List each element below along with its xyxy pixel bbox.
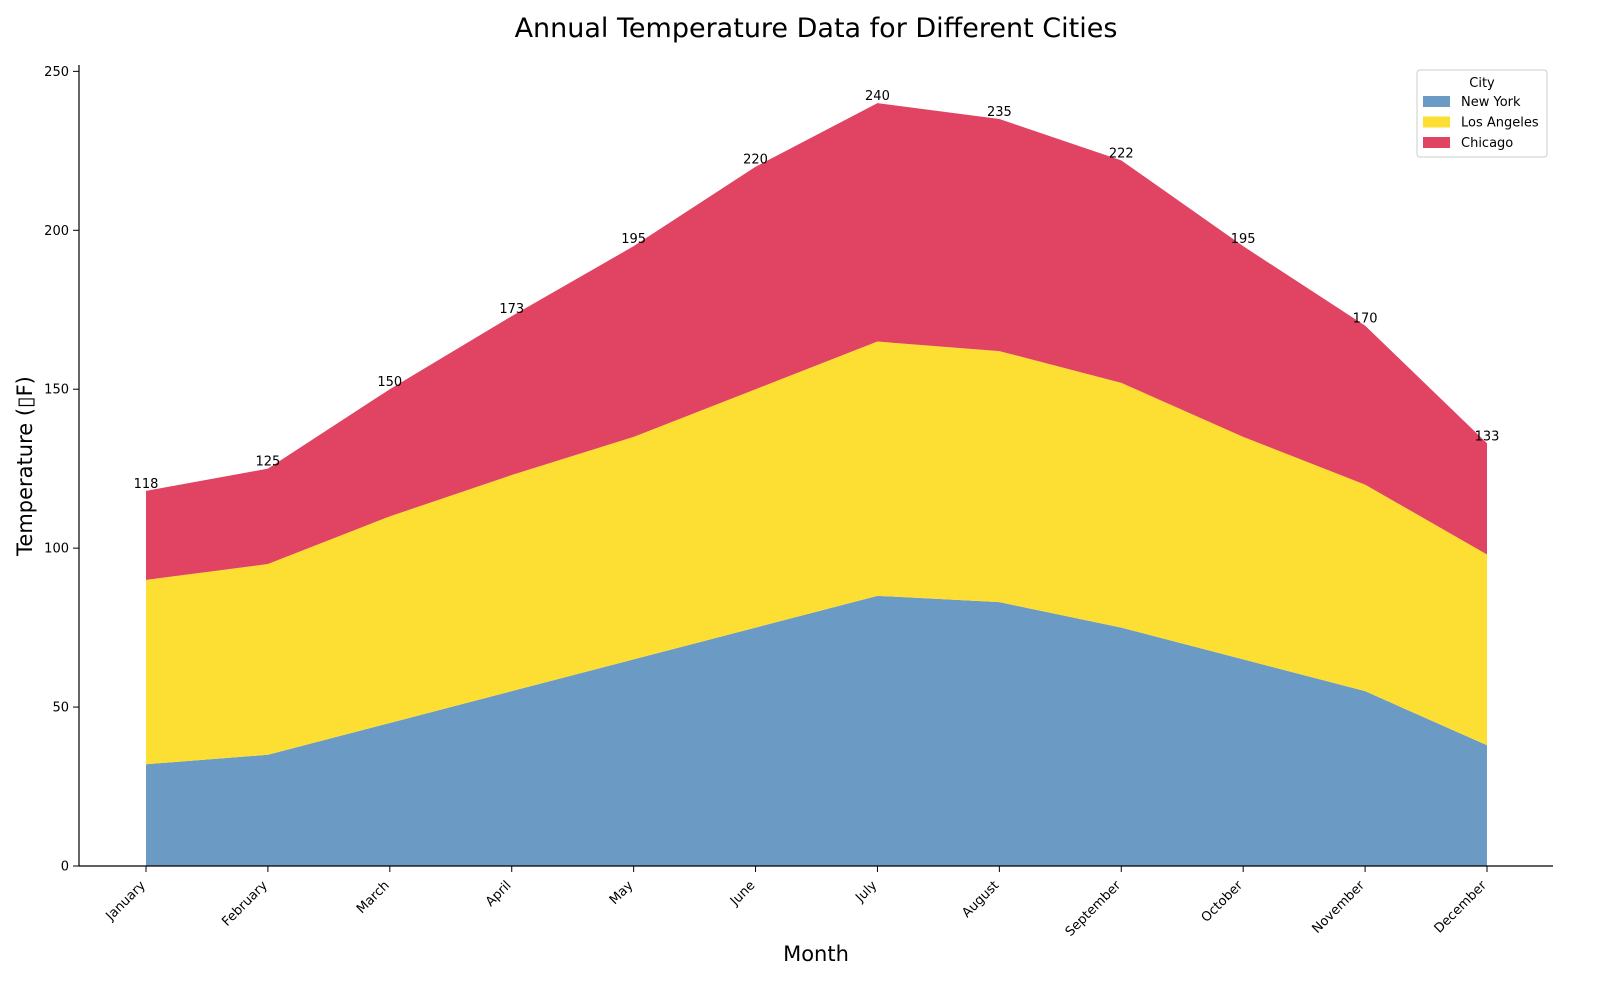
legend-entry-label: Chicago bbox=[1461, 136, 1513, 151]
x-tick-label: June bbox=[727, 878, 758, 909]
legend-entry-label: New York bbox=[1461, 95, 1521, 110]
y-tick-label: 100 bbox=[44, 542, 69, 557]
y-tick-label: 50 bbox=[52, 701, 69, 716]
data-label-total: 195 bbox=[621, 232, 646, 247]
y-tick-label: 150 bbox=[44, 383, 69, 398]
x-tick-label: March bbox=[354, 878, 393, 917]
legend-swatch bbox=[1423, 96, 1450, 107]
x-tick-label: January bbox=[103, 878, 149, 924]
legend-swatch bbox=[1423, 116, 1450, 128]
data-label-total: 133 bbox=[1475, 429, 1500, 444]
x-tick-label: November bbox=[1309, 878, 1368, 937]
data-label-total: 150 bbox=[377, 375, 402, 390]
x-ticks-group: January February March April May June July Augu… bbox=[103, 866, 1491, 940]
y-ticks-group: 0 50 100 150 200 250 bbox=[44, 65, 79, 875]
area-series-group bbox=[146, 103, 1487, 866]
data-label-total: 222 bbox=[1109, 146, 1134, 161]
x-tick-label: September bbox=[1063, 878, 1125, 940]
data-label-total: 220 bbox=[743, 153, 768, 168]
x-tick-label: October bbox=[1199, 878, 1247, 926]
x-axis-label: Month bbox=[783, 942, 849, 966]
legend-entry-label: Los Angeles bbox=[1461, 116, 1539, 131]
y-tick-label: 250 bbox=[44, 65, 69, 80]
data-label-total: 118 bbox=[134, 477, 159, 492]
legend-swatch bbox=[1423, 137, 1450, 148]
chart-title: Annual Temperature Data for Different Ci… bbox=[515, 13, 1118, 44]
x-tick-label: April bbox=[483, 878, 515, 910]
y-axis-label: Temperature (▯F) bbox=[13, 376, 37, 557]
data-label-total: 173 bbox=[499, 302, 524, 317]
area-chicago bbox=[146, 103, 1487, 580]
data-label-total: 195 bbox=[1231, 232, 1256, 247]
x-tick-label: May bbox=[607, 878, 637, 908]
y-tick-label: 0 bbox=[61, 860, 69, 875]
x-tick-label: July bbox=[852, 878, 880, 906]
legend-box bbox=[1416, 69, 1548, 158]
y-tick-label: 200 bbox=[44, 224, 69, 239]
legend: City New York Los Angeles Chicago bbox=[1416, 69, 1548, 158]
legend-title: City bbox=[1469, 76, 1495, 91]
data-label-total: 125 bbox=[255, 455, 280, 470]
data-label-total: 170 bbox=[1353, 312, 1378, 327]
area-new-york bbox=[146, 595, 1487, 866]
x-tick-label: December bbox=[1432, 878, 1491, 937]
x-tick-label: February bbox=[219, 878, 271, 930]
area-los-angeles bbox=[146, 341, 1487, 765]
data-labels-group: 118 125 150 173 195 220 240 235 222 195 170 133 bbox=[134, 89, 1500, 492]
data-label-total: 235 bbox=[987, 105, 1012, 120]
x-tick-label: August bbox=[959, 878, 1002, 921]
data-label-total: 240 bbox=[865, 89, 890, 104]
